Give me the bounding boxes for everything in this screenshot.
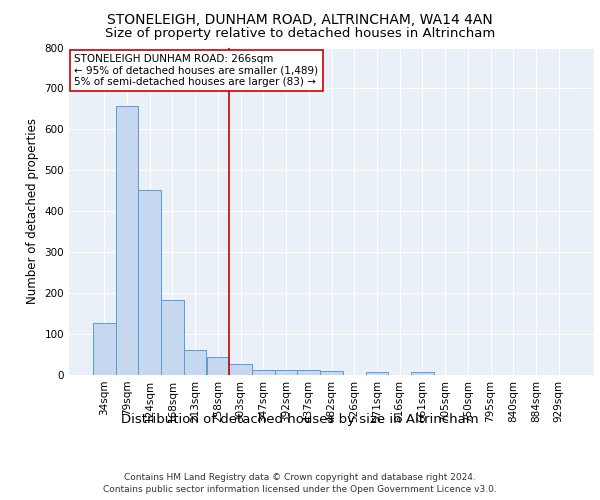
Bar	[184, 350, 206, 375]
Bar	[161, 300, 184, 375]
Text: Size of property relative to detached houses in Altrincham: Size of property relative to detached ho…	[105, 28, 495, 40]
Bar	[229, 364, 252, 375]
Bar	[116, 106, 139, 375]
Bar	[275, 370, 298, 375]
Text: Contains HM Land Registry data © Crown copyright and database right 2024.: Contains HM Land Registry data © Crown c…	[124, 472, 476, 482]
Bar	[320, 372, 343, 375]
Bar	[93, 322, 116, 375]
Text: STONELEIGH, DUNHAM ROAD, ALTRINCHAM, WA14 4AN: STONELEIGH, DUNHAM ROAD, ALTRINCHAM, WA1…	[107, 12, 493, 26]
Bar	[206, 357, 229, 375]
Text: STONELEIGH DUNHAM ROAD: 266sqm
← 95% of detached houses are smaller (1,489)
5% o: STONELEIGH DUNHAM ROAD: 266sqm ← 95% of …	[74, 54, 319, 87]
Bar	[139, 190, 161, 375]
Bar	[298, 370, 320, 375]
Bar	[365, 372, 388, 375]
Bar	[411, 372, 434, 375]
Bar	[252, 370, 275, 375]
Text: Distribution of detached houses by size in Altrincham: Distribution of detached houses by size …	[121, 412, 479, 426]
Y-axis label: Number of detached properties: Number of detached properties	[26, 118, 39, 304]
Text: Contains public sector information licensed under the Open Government Licence v3: Contains public sector information licen…	[103, 485, 497, 494]
